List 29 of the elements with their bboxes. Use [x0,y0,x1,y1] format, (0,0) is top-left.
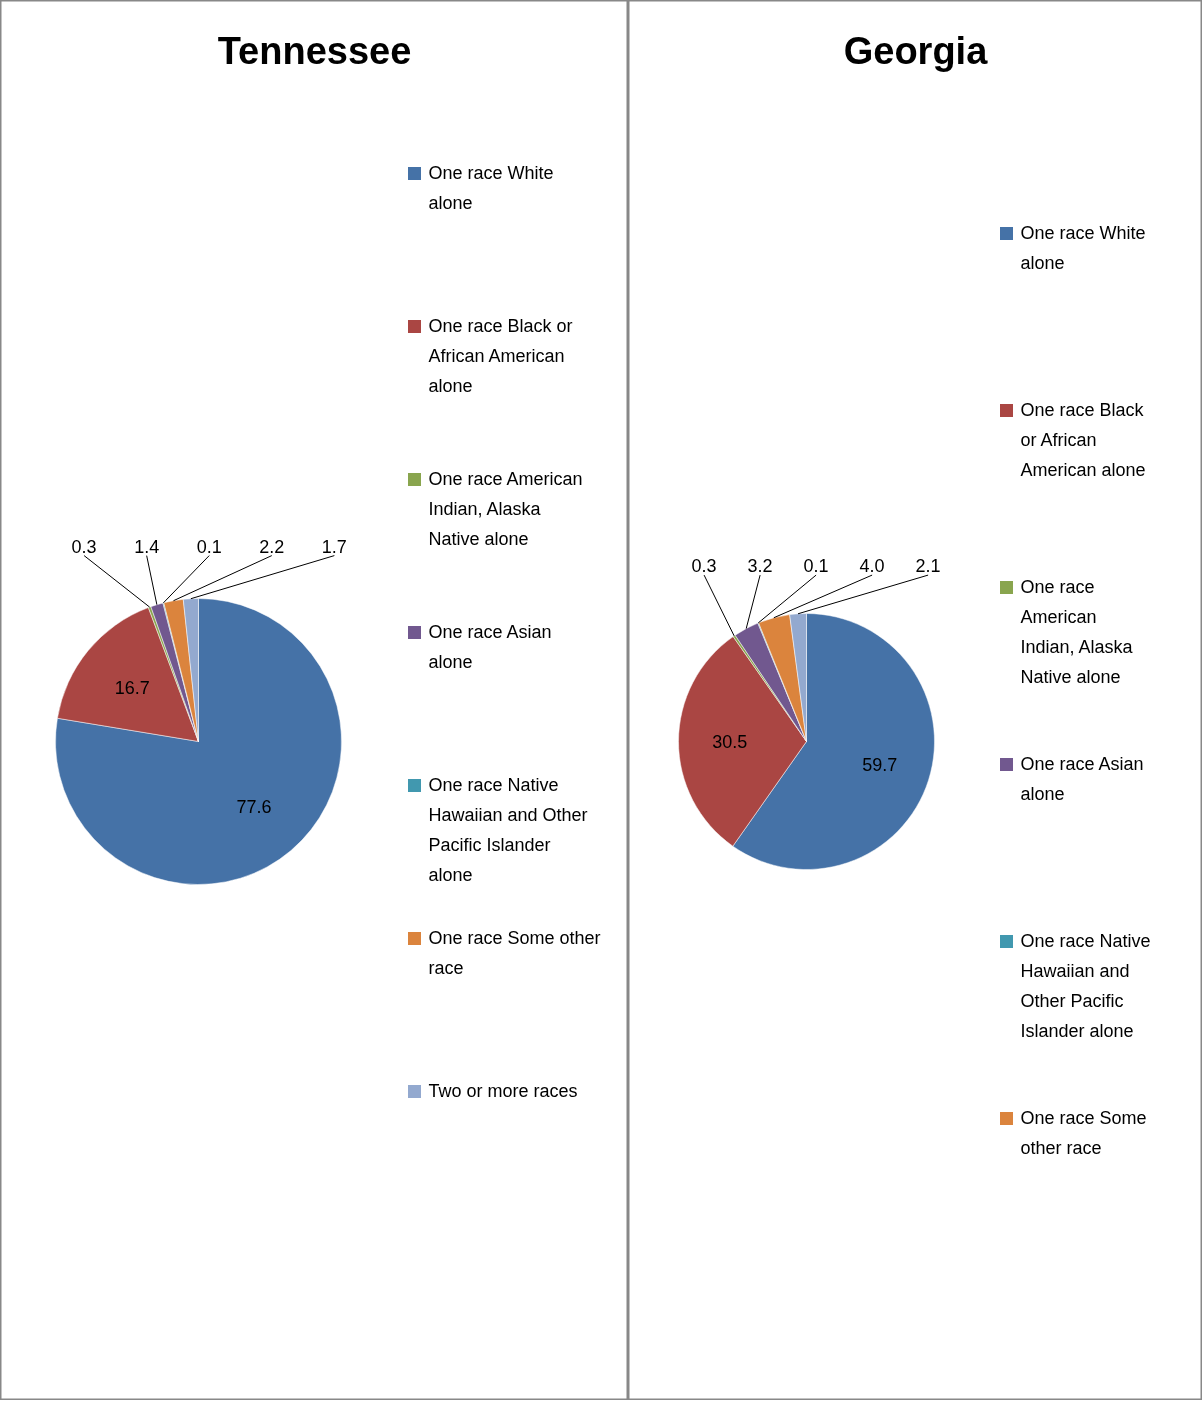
legend-label: One race Native Hawaiian and Other Pacific Islander alone [1020,930,1151,1041]
legend-label: One race American Indian, Alaska Native alone [1020,576,1134,687]
data-label: 1.4 [134,536,160,557]
data-label: 30.5 [712,731,748,752]
data-label: 4.0 [859,556,885,577]
data-label: 3.2 [747,556,773,577]
data-label: 0.3 [691,556,717,577]
data-label: 0.1 [196,536,222,557]
legend-label: One race Black or African American alone [428,315,573,396]
data-label: 2.1 [915,556,941,577]
legend-label: One race Some other race [428,927,601,978]
legend-label: One race Native Hawaiian and Other Pacific Islander alone [428,774,588,885]
legend-label: One race Asian alone [1020,753,1144,804]
data-label: 0.3 [71,536,97,557]
legend-label: One race Asian alone [428,621,552,672]
data-label: 2.2 [259,536,285,557]
data-label: 1.7 [321,536,347,557]
legend-label: One race Black or African American alone [1020,399,1146,480]
data-label: 77.6 [236,797,272,818]
legend-label: One race Some other race [1020,1107,1147,1158]
chart-title: Tennessee [217,29,412,72]
data-label: 0.1 [803,556,829,577]
legend-label: One race American Indian, Alaska Native alone [428,468,583,549]
legend-label: One race White alone [428,162,554,213]
legend-label: Two or more races [428,1080,578,1101]
legend-label: One race White alone [1020,222,1146,273]
data-label: 16.7 [114,677,150,698]
data-label: 59.7 [862,755,898,776]
chart-title: Georgia [843,29,989,72]
